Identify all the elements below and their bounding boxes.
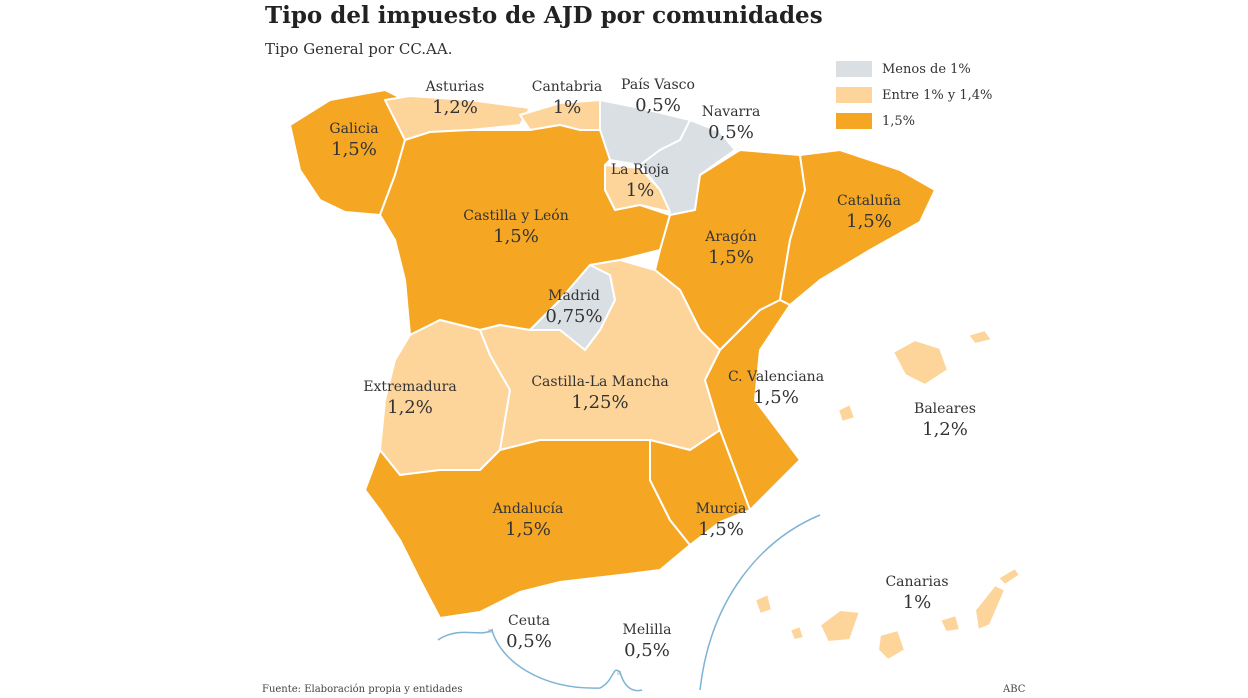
region-shape bbox=[364, 439, 691, 619]
canarias-separator-line bbox=[699, 514, 821, 691]
region-label-asturias: Asturias 1,2% bbox=[426, 78, 485, 120]
region-label-madrid: Madrid 0,75% bbox=[545, 287, 602, 329]
region-shape bbox=[892, 339, 949, 386]
region-rate: 0,5% bbox=[635, 95, 681, 116]
region-shape bbox=[779, 149, 936, 306]
region-rate: 1,2% bbox=[432, 97, 478, 118]
region-label-melilla: Melilla 0,5% bbox=[623, 621, 672, 663]
region-label-cantabria: Cantabria 1% bbox=[532, 78, 603, 120]
region-name: Aragón bbox=[705, 229, 757, 245]
region-label-andalucia: Andalucía 1,5% bbox=[493, 500, 564, 542]
region-murcia bbox=[649, 429, 751, 546]
region-andalucia bbox=[364, 439, 691, 619]
region-rate: 1% bbox=[552, 97, 582, 118]
region-label-baleares: Baleares 1,2% bbox=[914, 400, 976, 442]
region-name: Madrid bbox=[548, 288, 600, 304]
region-shape bbox=[974, 584, 1006, 631]
region-rate: 1,5% bbox=[753, 387, 799, 408]
source-note: Fuente: Elaboración propia y entidades bbox=[262, 684, 463, 695]
legend-item-high: 1,5% bbox=[836, 108, 992, 134]
legend-item-low: Menos de 1% bbox=[836, 56, 992, 82]
region-rate: 0,75% bbox=[545, 306, 603, 327]
region-rate: 1% bbox=[625, 180, 655, 201]
region-label-navarra: Navarra 0,5% bbox=[702, 103, 761, 145]
region-name: Ceuta bbox=[507, 613, 550, 629]
region-name: Canarias bbox=[885, 574, 949, 590]
region-rate: 0,5% bbox=[506, 631, 552, 652]
region-label-pais-vasco: País Vasco 0,5% bbox=[621, 76, 695, 118]
region-label-castilla-leon: Castilla y León 1,5% bbox=[463, 207, 569, 249]
region-label-aragon: Aragón 1,5% bbox=[705, 228, 757, 270]
region-name: C. Valenciana bbox=[727, 369, 825, 385]
legend: Menos de 1% Entre 1% y 1,4% 1,5% bbox=[836, 56, 992, 134]
region-rate: 1,5% bbox=[505, 519, 551, 540]
region-canarias bbox=[754, 567, 1021, 661]
region-label-ceuta: Ceuta 0,5% bbox=[506, 612, 552, 654]
region-name: Navarra bbox=[701, 104, 761, 120]
region-label-murcia: Murcia 1,5% bbox=[696, 500, 747, 542]
legend-label: Menos de 1% bbox=[882, 61, 971, 77]
region-shape bbox=[967, 329, 993, 345]
map-subtitle: Tipo General por CC.AA. bbox=[265, 40, 453, 58]
region-baleares bbox=[837, 329, 993, 423]
region-name: Melilla bbox=[622, 622, 672, 638]
region-cataluna bbox=[779, 149, 936, 306]
region-name: Castilla-La Mancha bbox=[531, 374, 669, 390]
region-shape bbox=[837, 403, 856, 423]
region-rate: 0,5% bbox=[624, 640, 670, 661]
region-rate: 1,5% bbox=[708, 247, 754, 268]
region-label-la-rioja: La Rioja 1% bbox=[611, 161, 669, 203]
region-rate: 1,5% bbox=[846, 211, 892, 232]
region-name: Andalucía bbox=[492, 501, 564, 517]
coast-line-africa bbox=[437, 628, 643, 692]
region-shape bbox=[939, 614, 961, 633]
legend-item-mid: Entre 1% y 1,4% bbox=[836, 82, 992, 108]
region-rate: 1,25% bbox=[571, 392, 629, 413]
region-rate: 1,2% bbox=[387, 397, 433, 418]
region-label-castilla-la-mancha: Castilla-La Mancha 1,25% bbox=[531, 373, 668, 415]
region-name: Extremadura bbox=[363, 379, 457, 395]
legend-swatch bbox=[836, 87, 872, 103]
region-shape bbox=[649, 429, 751, 546]
legend-swatch bbox=[836, 113, 872, 129]
region-name: Castilla y León bbox=[463, 208, 569, 224]
region-name: Cataluña bbox=[837, 193, 901, 209]
region-shape bbox=[819, 609, 861, 643]
region-name: Murcia bbox=[695, 501, 747, 517]
region-label-canarias: Canarias 1% bbox=[885, 573, 948, 615]
region-label-valenciana: C. Valenciana 1,5% bbox=[728, 368, 824, 410]
region-label-extremadura: Extremadura 1,2% bbox=[363, 378, 456, 420]
region-name: Galicia bbox=[329, 121, 379, 137]
region-rate: 1,2% bbox=[922, 419, 968, 440]
region-shape bbox=[997, 567, 1021, 586]
map-title: Tipo del impuesto de AJD por comunidades bbox=[265, 2, 823, 29]
region-rate: 1,5% bbox=[493, 226, 539, 247]
region-shape bbox=[754, 593, 773, 615]
region-rate: 1% bbox=[902, 592, 932, 613]
region-shape bbox=[789, 625, 805, 641]
region-label-galicia: Galicia 1,5% bbox=[329, 120, 378, 162]
region-shape bbox=[877, 629, 906, 661]
region-name: La Rioja bbox=[610, 162, 670, 178]
region-rate: 1,5% bbox=[698, 519, 744, 540]
region-name: Baleares bbox=[914, 401, 976, 417]
legend-label: Entre 1% y 1,4% bbox=[882, 87, 993, 103]
legend-swatch bbox=[836, 61, 872, 77]
region-name: País Vasco bbox=[621, 77, 695, 93]
region-name: Asturias bbox=[425, 79, 485, 95]
brand-credit: ABC bbox=[1003, 684, 1026, 695]
legend-label: 1,5% bbox=[882, 113, 916, 129]
region-name: Cantabria bbox=[531, 79, 603, 95]
region-rate: 0,5% bbox=[708, 122, 754, 143]
region-label-cataluna: Cataluña 1,5% bbox=[837, 192, 901, 234]
region-rate: 1,5% bbox=[331, 139, 377, 160]
